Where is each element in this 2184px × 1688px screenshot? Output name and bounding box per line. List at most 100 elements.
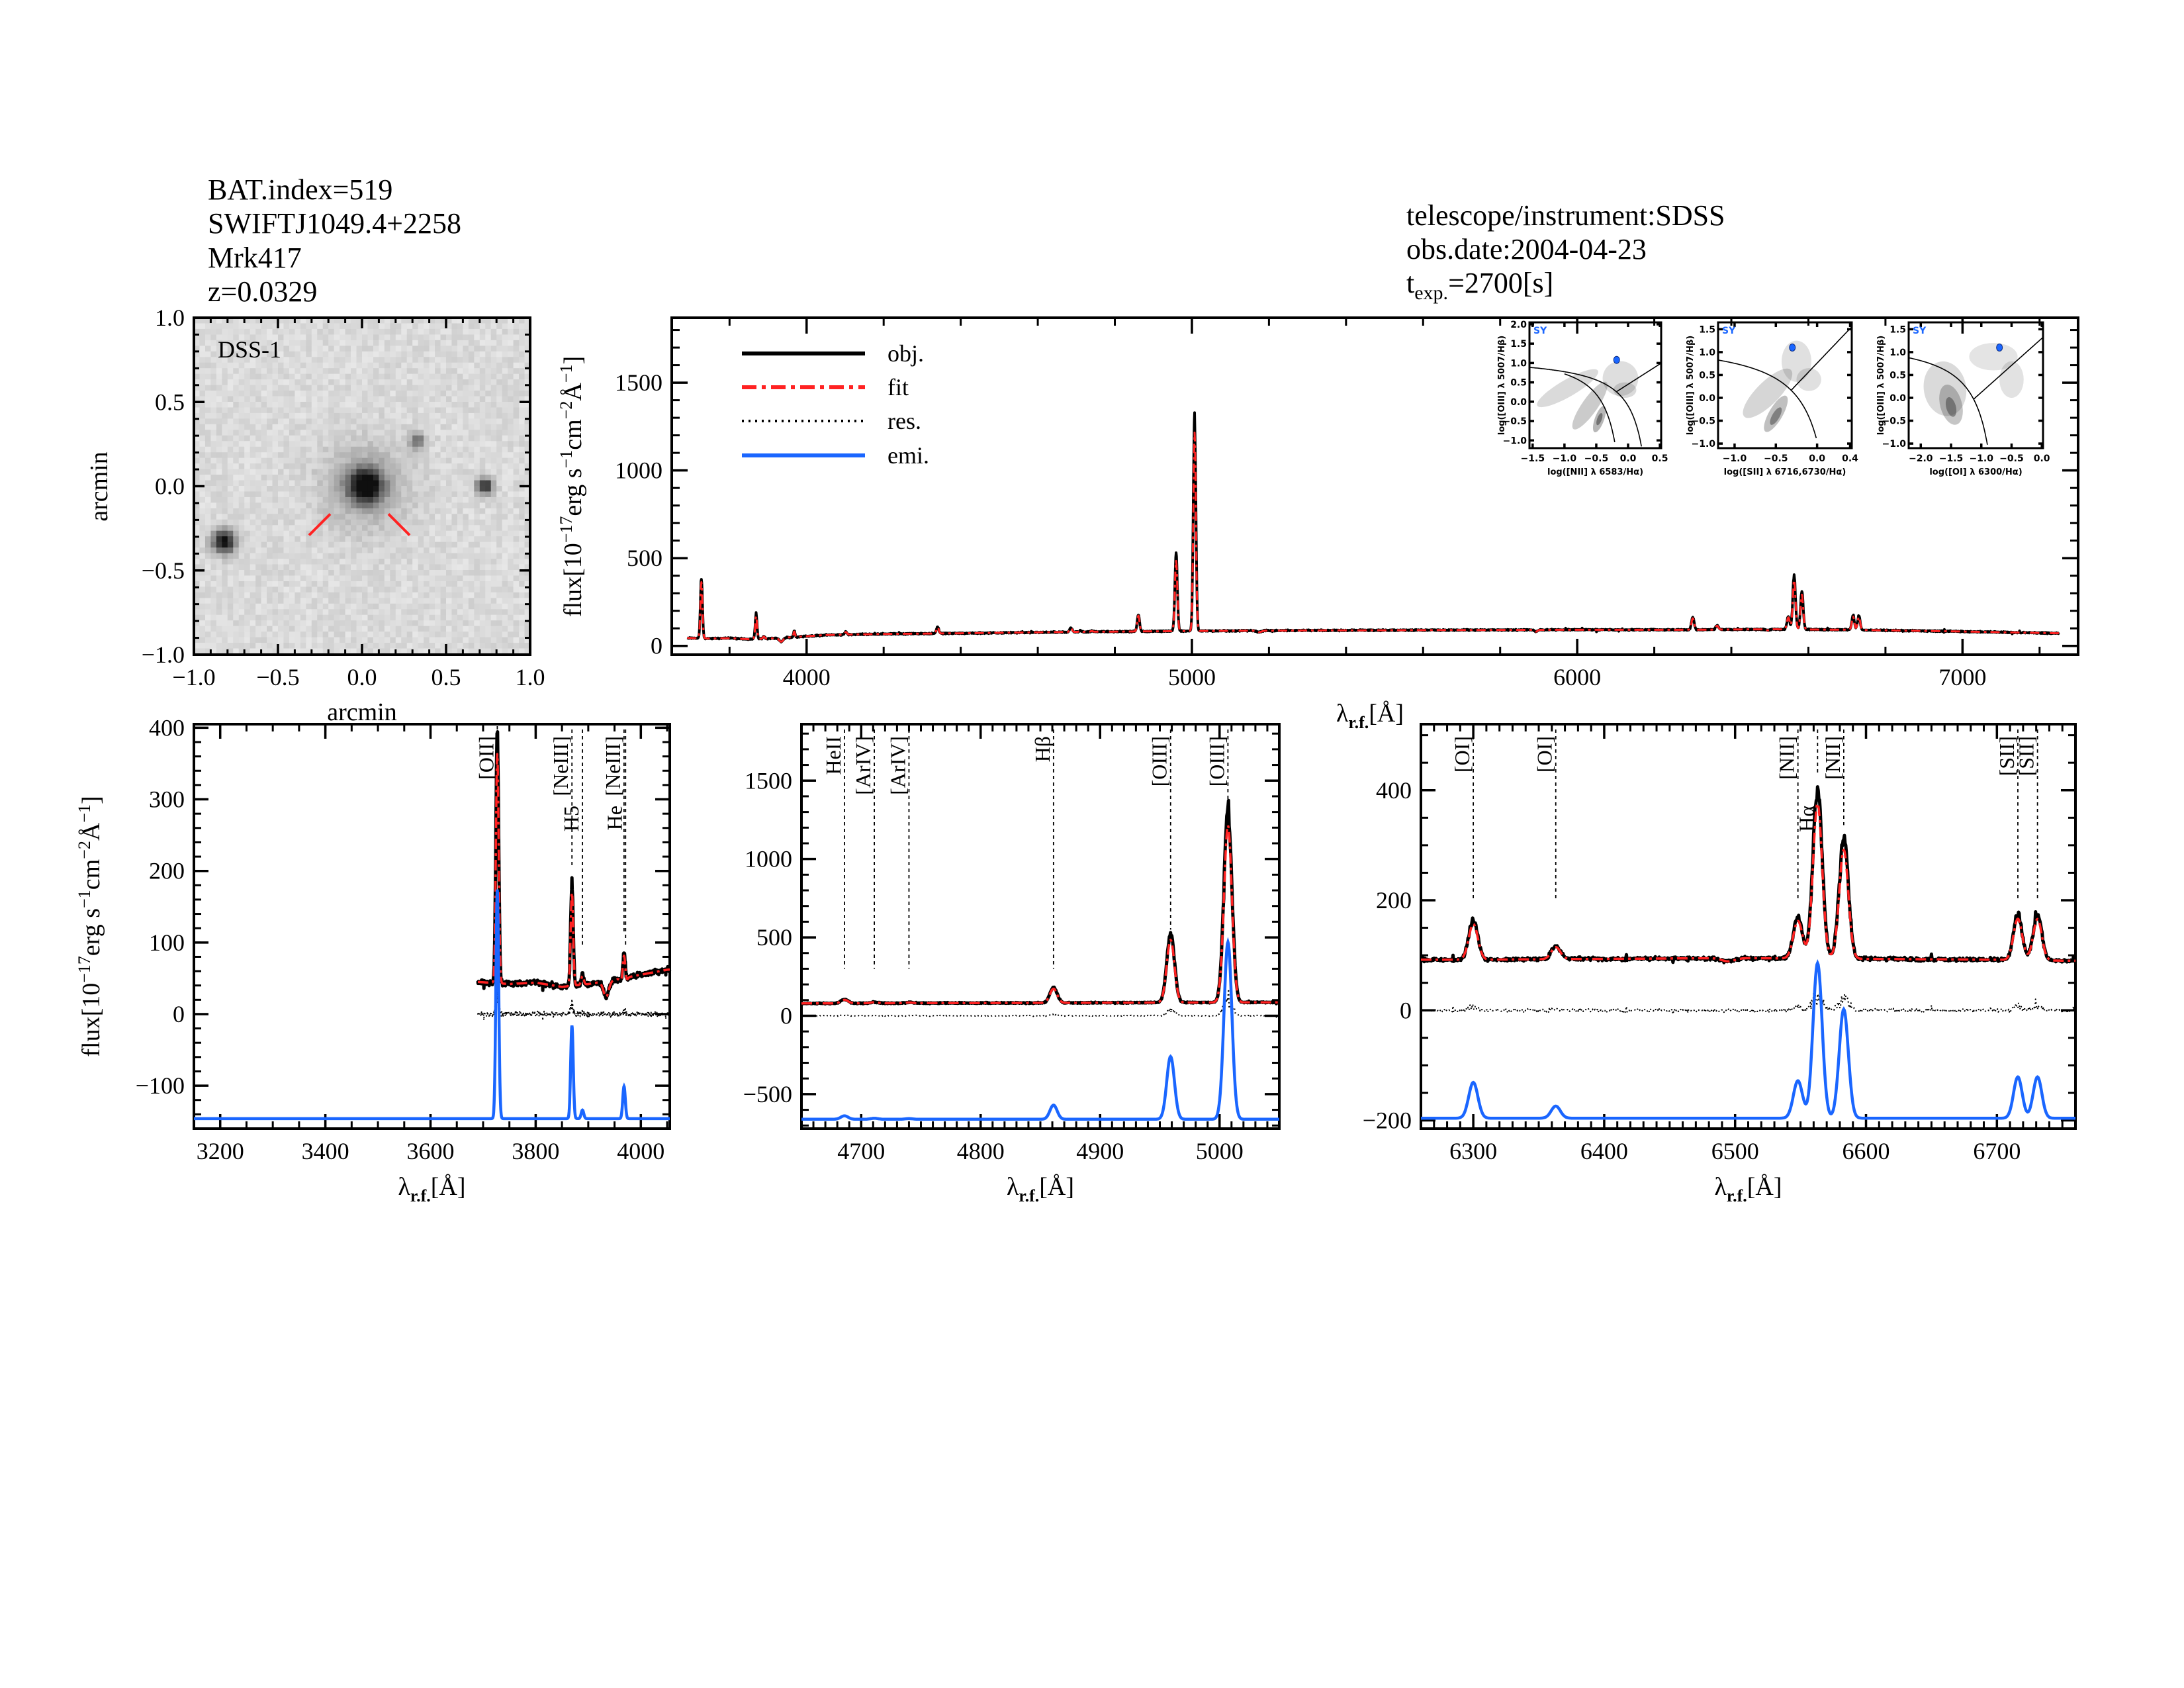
dss-pixel (496, 446, 503, 453)
dss-pixel (435, 475, 441, 481)
dss-pixel (373, 457, 379, 464)
dss-pixel (424, 412, 430, 419)
dss-pixel (261, 547, 267, 554)
dss-pixel (457, 614, 463, 621)
dss-pixel (222, 575, 228, 582)
dss-pixel (311, 435, 318, 442)
dss-pixel (418, 564, 424, 571)
dss-pixel (384, 486, 390, 492)
dss-pixel (474, 412, 480, 419)
dss-pixel (463, 620, 469, 627)
dss-pixel (267, 530, 273, 537)
dss-pixel (502, 373, 508, 380)
dss-pixel (222, 496, 228, 503)
dss-pixel (311, 564, 318, 571)
dss-pixel (490, 318, 497, 324)
dss-pixel (519, 491, 525, 498)
dss-pixel (485, 385, 492, 391)
line-label: [OI] (1450, 736, 1474, 773)
dss-pixel (289, 362, 295, 369)
dss-pixel (351, 351, 357, 357)
dss-pixel (440, 632, 447, 638)
dss-pixel (435, 402, 441, 408)
line-label: [SII] (1995, 736, 2019, 776)
dss-pixel (233, 581, 240, 587)
dss-pixel (485, 412, 492, 419)
dss-pixel (205, 547, 211, 554)
dss-pixel (255, 519, 262, 526)
dss-pixel (216, 407, 222, 414)
dss-pixel (463, 446, 469, 453)
dss-pixel (373, 391, 379, 397)
dss-pixel (513, 603, 520, 610)
header-left: BAT.index=519 SWIFTJ1049.4+2258 Mrk417 z… (208, 173, 461, 308)
dss-pixel (457, 402, 463, 408)
dss-pixel (468, 323, 475, 330)
dss-pixel (317, 598, 324, 604)
dss-pixel (300, 586, 306, 593)
dss-pixel (485, 328, 492, 335)
dss-pixel (429, 418, 435, 425)
dss-pixel (300, 446, 306, 453)
dss-pixel (351, 362, 357, 369)
dss-pixel (283, 570, 290, 577)
label-part: λ (398, 1173, 410, 1201)
dss-pixel (524, 632, 531, 638)
target-marker-right (387, 513, 411, 536)
dss-pixel (222, 351, 228, 357)
dss-pixel (440, 564, 447, 571)
dss-pixel (524, 525, 531, 532)
dss-pixel (429, 396, 435, 402)
dss-pixel (524, 441, 531, 447)
exposure-t: t (1406, 267, 1414, 299)
dss-pixel (272, 581, 279, 587)
dss-pixel (362, 396, 369, 402)
dss-pixel (418, 620, 424, 627)
dss-pixel (306, 480, 312, 487)
dss-pixel (272, 603, 279, 610)
dss-pixel (367, 430, 374, 436)
dss-pixel (508, 637, 514, 643)
dss-pixel (328, 614, 335, 621)
dss-pixel (429, 457, 435, 464)
dss-pixel (524, 385, 531, 391)
dss-pixel (216, 430, 222, 436)
dss-pixel (317, 463, 324, 470)
dss-pixel (194, 379, 201, 386)
dss-pixel (233, 328, 240, 335)
dss-pixel (384, 328, 390, 335)
dss-pixel (267, 632, 273, 638)
dss-pixel (216, 457, 222, 464)
dss-pixel (289, 496, 295, 503)
dss-pixel (244, 592, 251, 598)
dss-pixel (373, 564, 379, 571)
dss-pixel (401, 614, 408, 621)
dss-pixel (373, 620, 379, 627)
dss-pixel (300, 637, 306, 643)
dss-pixel (502, 407, 508, 414)
classification-label: SY (1913, 326, 1927, 336)
dss-pixel (283, 637, 290, 643)
dss-pixel (451, 637, 458, 643)
dss-pixel (446, 424, 453, 430)
dss-pixel (418, 553, 424, 559)
dss-pixel (384, 559, 390, 565)
dss-pixel (435, 643, 441, 649)
dss-pixel (205, 346, 211, 352)
dss-pixel (485, 463, 492, 470)
dss-pixel (429, 648, 435, 655)
dss-pixel (440, 541, 447, 548)
dss-pixel (311, 632, 318, 638)
dss-pixel (406, 457, 413, 464)
dss-pixel (395, 626, 402, 632)
dss-pixel (485, 564, 492, 571)
dss-pixel (474, 379, 480, 386)
dss-pixel (345, 502, 351, 509)
dss-pixel (222, 541, 228, 548)
dss-pixel (384, 643, 390, 649)
dss-pixel (412, 553, 419, 559)
dss-pixel (267, 514, 273, 520)
dss-pixel (362, 603, 369, 610)
dss-pixel (295, 609, 301, 616)
dss-pixel (205, 396, 211, 402)
